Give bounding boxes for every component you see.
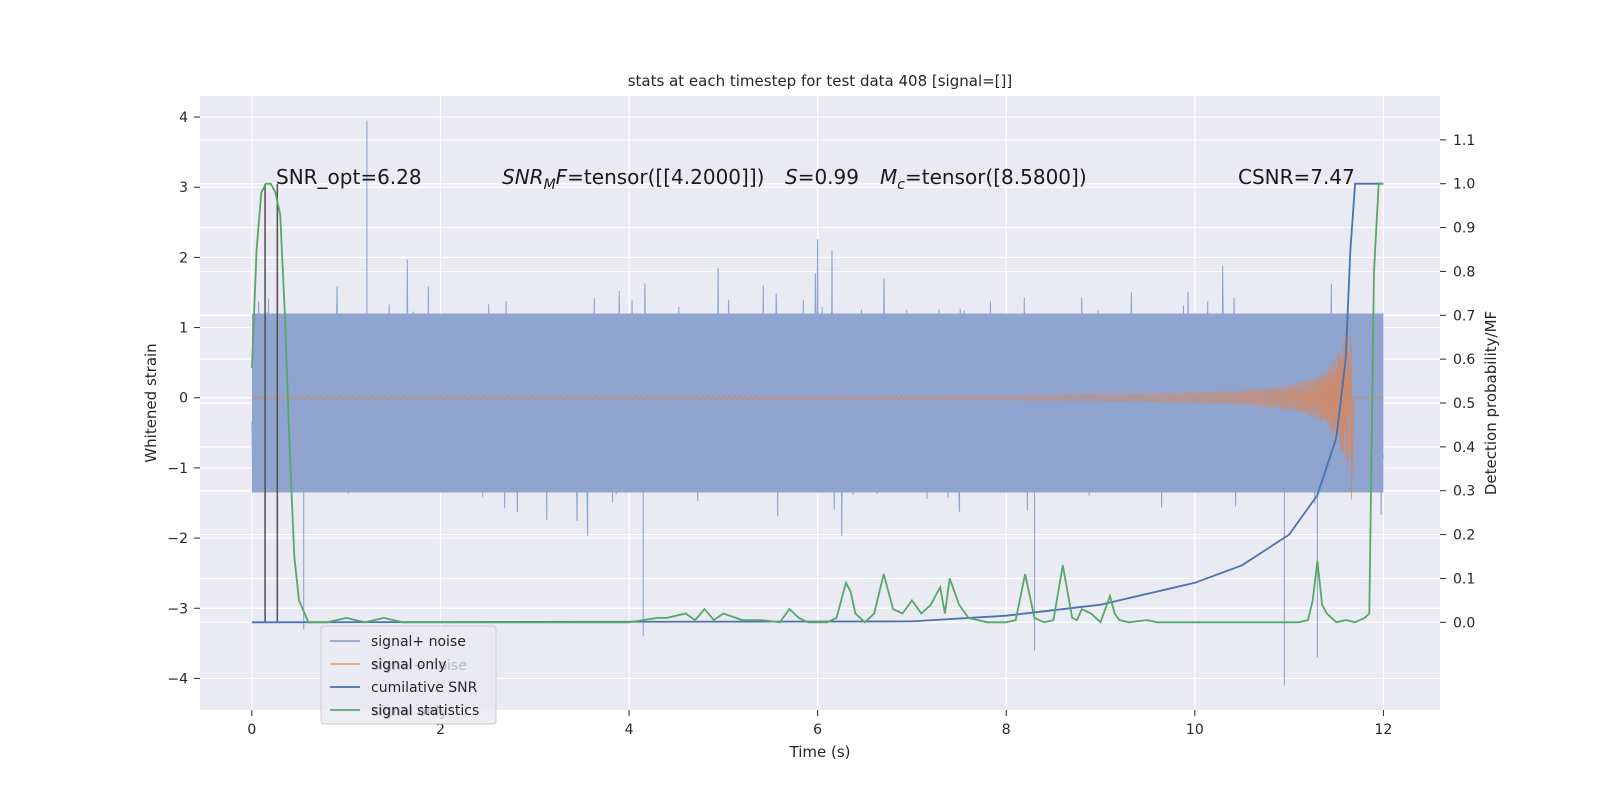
legend: signal+ noise signal only signal+ noise … [320, 625, 497, 725]
x-tick-label: 0 [247, 722, 256, 738]
y2-tick-label: 0.1 [1453, 571, 1475, 587]
y2-tick-label: 0.3 [1453, 484, 1475, 500]
mc-value: =tensor([8.5800]) [905, 165, 1087, 189]
x-tick-label: 8 [1002, 722, 1011, 738]
y2-tick-label: 0.2 [1453, 528, 1475, 544]
legend-label-cumulative-snr: cumilative SNR [371, 680, 478, 696]
mc-subscript: c [897, 177, 905, 193]
y2-tick-label: 0.7 [1453, 308, 1475, 324]
y-tick-label: 1 [179, 321, 188, 337]
y-tick-label: −2 [167, 531, 188, 547]
y2-tick-label: 0.6 [1453, 352, 1475, 368]
s-annotation: S=0.99 [785, 165, 859, 189]
y2-tick-label: 1.0 [1453, 177, 1475, 193]
y2-tick-label: 0.5 [1453, 396, 1475, 412]
x-tick-label: 10 [1186, 722, 1204, 738]
signal-noise-series [251, 120, 1384, 686]
y-tick-label: −1 [167, 461, 188, 477]
snr-mf-f: F [556, 165, 568, 189]
y2-tick-label: 1.1 [1453, 133, 1475, 149]
y-axis-label: Whitened strain [142, 343, 160, 462]
snr-mf-symbol: SNR [502, 165, 544, 189]
cumulative-snr-series [251, 182, 1384, 624]
s-symbol: S [785, 165, 798, 189]
snr-mf-value: =tensor([[4.2000]]) [567, 165, 764, 189]
csnr-annotation: CSNR=7.47 [1238, 165, 1355, 189]
y2-tick-label: 0.0 [1453, 615, 1475, 631]
y2-tick-label: 0.4 [1453, 440, 1475, 456]
marker-lines [264, 183, 279, 623]
noise-trace [251, 120, 1384, 686]
legend-ghost-2: signal only [372, 704, 447, 720]
mc-symbol: M [880, 165, 897, 189]
signal-statistics-series [251, 182, 1384, 624]
snr-mf-subscript: M [544, 177, 556, 193]
y2-axis-label: Detection probability/MF [1482, 311, 1500, 495]
y-tick-label: 0 [179, 391, 188, 407]
legend-box [320, 625, 497, 725]
y-tick-label: −4 [167, 671, 188, 687]
y-tick-labels: −4 −3 −2 −1 0 1 2 3 4 [167, 110, 200, 687]
x-axis-label: Time (s) [789, 743, 851, 761]
signal-only-series [251, 320, 1384, 500]
y-tick-label: −3 [167, 601, 188, 617]
y-tick-label: 2 [179, 250, 188, 266]
mc-annotation: Mc=tensor([8.5800]) [880, 165, 1087, 193]
x-tick-label: 6 [813, 722, 822, 738]
y-tick-label: 4 [179, 110, 188, 126]
x-tick-label: 12 [1375, 722, 1393, 738]
legend-label-signal-only: signal only [371, 657, 446, 673]
y-tick-label: 3 [179, 180, 188, 196]
x-tick-label: 2 [436, 722, 445, 738]
snr-opt-annotation: SNR_opt=6.28 [276, 165, 422, 189]
legend-label-signal-noise: signal+ noise [371, 634, 466, 650]
legend-ghost-1: signal+ noise [372, 658, 467, 674]
x-tick-label: 4 [625, 722, 634, 738]
snr-mf-annotation: SNRMF=tensor([[4.2000]]) [502, 165, 764, 193]
x-tick-labels: 0 2 4 6 8 10 12 [247, 710, 1392, 738]
s-value: =0.99 [798, 165, 859, 189]
legend-label-signal-statistics: signal statistics [371, 703, 479, 719]
chart-title: stats at each timestep for test data 408… [628, 72, 1013, 90]
y2-tick-labels: 0.0 0.1 0.2 0.3 0.4 0.5 0.6 0.7 0.8 0.9 1.0 1.1 [1440, 133, 1475, 631]
y2-tick-label: 0.9 [1453, 221, 1475, 237]
y2-tick-label: 0.8 [1453, 264, 1475, 280]
